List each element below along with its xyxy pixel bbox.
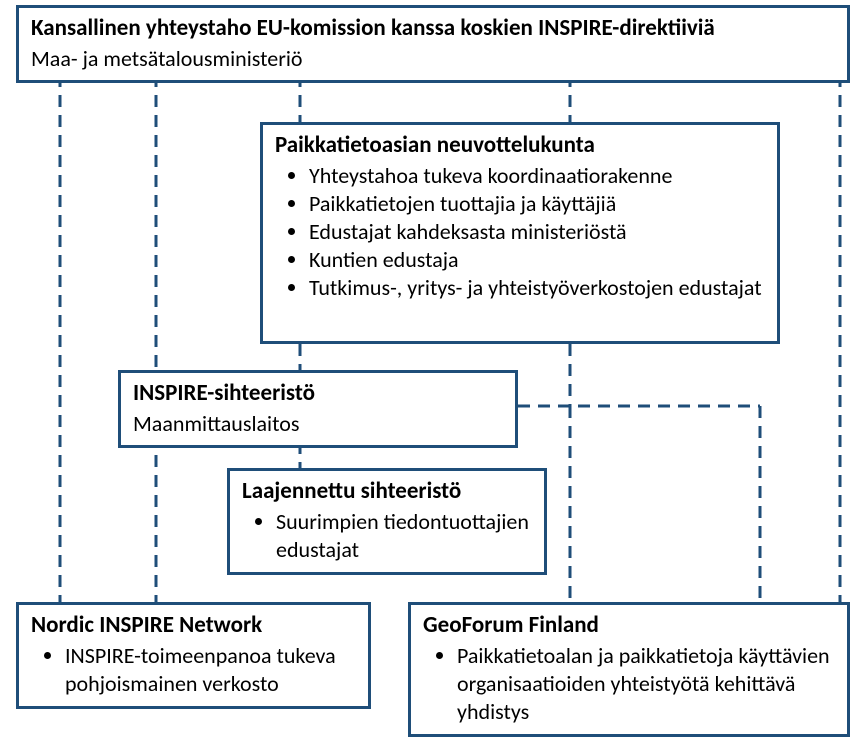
secretariat-subtitle: Maanmittauslaitos bbox=[133, 410, 503, 438]
advisory-bullet: Yhteystahoa tukeva koordinaatiorakenne bbox=[309, 162, 765, 190]
extended-bullet: Suurimpien tiedontuottajien edustajat bbox=[276, 508, 532, 564]
national-contact-title: Kansallinen yhteystaho EU-komission kans… bbox=[31, 14, 835, 43]
nordic-bullets: INSPIRE-toimeenpanoa tukeva pohjoismaine… bbox=[31, 642, 356, 698]
advisory-bullet: Edustajat kahdeksasta ministeriöstä bbox=[309, 218, 765, 246]
box-inspire-secretariat: INSPIRE-sihteeristö Maanmittauslaitos bbox=[118, 370, 518, 448]
national-contact-subtitle: Maa- ja metsätalousministeriö bbox=[31, 45, 835, 73]
advisory-bullet: Paikkatietojen tuottajia ja käyttäjiä bbox=[309, 190, 765, 218]
box-extended-secretariat: Laajennettu sihteeristö Suurimpien tiedo… bbox=[227, 468, 547, 575]
advisory-bullet: Kuntien edustaja bbox=[309, 246, 765, 274]
advisory-bullet: Tutkimus-, yritys- ja yhteistyöverkostoj… bbox=[309, 274, 765, 302]
advisory-title: Paikkatietoasian neuvottelukunta bbox=[275, 131, 765, 160]
box-geoforum: GeoForum Finland Paikkatietoalan ja paik… bbox=[408, 602, 850, 737]
extended-title: Laajennettu sihteeristö bbox=[242, 477, 532, 506]
nordic-title: Nordic INSPIRE Network bbox=[31, 611, 356, 640]
geoforum-bullet: Paikkatietoalan ja paikkatietoja käyttäv… bbox=[457, 642, 835, 726]
box-advisory-board: Paikkatietoasian neuvottelukunta Yhteyst… bbox=[260, 122, 780, 344]
advisory-bullets: Yhteystahoa tukeva koordinaatiorakenne P… bbox=[275, 162, 765, 303]
geoforum-bullets: Paikkatietoalan ja paikkatietoja käyttäv… bbox=[423, 642, 835, 726]
nordic-bullet: INSPIRE-toimeenpanoa tukeva pohjoismaine… bbox=[65, 642, 356, 698]
geoforum-title: GeoForum Finland bbox=[423, 611, 835, 640]
diagram-canvas: Kansallinen yhteystaho EU-komission kans… bbox=[0, 0, 866, 739]
secretariat-title: INSPIRE-sihteeristö bbox=[133, 379, 503, 408]
box-nordic-network: Nordic INSPIRE Network INSPIRE-toimeenpa… bbox=[16, 602, 371, 709]
box-national-contact: Kansallinen yhteystaho EU-komission kans… bbox=[16, 5, 850, 83]
extended-bullets: Suurimpien tiedontuottajien edustajat bbox=[242, 508, 532, 564]
